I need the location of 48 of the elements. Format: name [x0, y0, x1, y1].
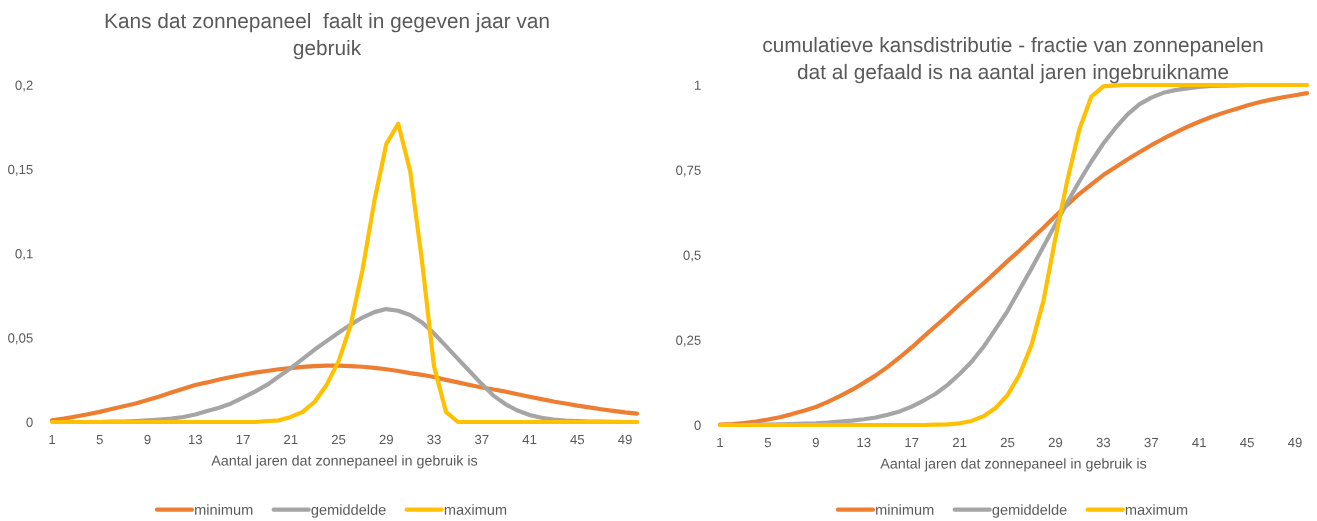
x-tick-label: 25 — [1000, 437, 1015, 448]
x-tick-label: 21 — [952, 437, 967, 448]
x-tick-label: 33 — [427, 434, 441, 445]
x-tick-label: 41 — [1192, 437, 1206, 448]
x-tick-label: 25 — [331, 434, 346, 445]
y-tick-label: 0,25 — [676, 335, 701, 347]
y-tick-label: 0,5 — [683, 250, 701, 262]
x-tick-label: 29 — [379, 434, 393, 445]
x-tick-label: 5 — [96, 434, 103, 445]
x-tick-label: 13 — [857, 437, 871, 448]
x-tick-label: 5 — [764, 437, 772, 448]
x-tick-label: 29 — [1048, 437, 1063, 448]
y-tick-label: 0,75 — [676, 165, 701, 177]
x-tick-label: 45 — [1240, 437, 1254, 448]
x-tick-label: 1 — [49, 434, 56, 445]
line-series — [49, 363, 640, 423]
legend-label: maximum — [1125, 504, 1188, 515]
x-tick-label: 49 — [1287, 437, 1302, 448]
legend-label: maximum — [444, 504, 507, 515]
x-tick-label: 21 — [284, 434, 298, 445]
x-axis-title: Aantal jaren dat zonnepaneel in gebruik is — [880, 458, 1147, 472]
x-tick-label: 33 — [1096, 437, 1111, 448]
line-series — [49, 121, 640, 425]
x-tick-label: 45 — [570, 434, 585, 445]
y-tick-label: 0,05 — [8, 333, 33, 345]
legend-label: minimum — [195, 504, 253, 515]
y-tick-label: 1 — [694, 80, 701, 90]
chart-title: cumulatieve kansdistributie - fractie van zonnepanelen dat al gefaald is na aantal jaren ingebruikname — [763, 36, 1263, 84]
x-tick-label: 17 — [236, 434, 250, 445]
x-tick-label: 9 — [144, 434, 151, 445]
x-tick-label: 37 — [474, 434, 489, 445]
x-tick-label: 37 — [1144, 437, 1158, 448]
x-axis-title: Aantal jaren dat zonnepaneel in gebruik is — [211, 455, 478, 469]
chart-title: Kans dat zonnepaneel faalt in gegeven jaar van gebruik — [105, 12, 549, 60]
x-tick-label: 1 — [717, 437, 724, 448]
x-tick-label: 9 — [812, 437, 819, 448]
x-tick-label: 13 — [188, 434, 203, 445]
y-tick-label: 0,2 — [15, 80, 33, 92]
y-tick-label: 0,15 — [8, 164, 33, 176]
y-tick-label: 0 — [694, 420, 701, 430]
x-tick-label: 49 — [618, 434, 632, 445]
x-tick-label: 17 — [905, 437, 919, 448]
legend-label: gemiddelde — [992, 504, 1067, 518]
y-tick-label: 0,1 — [15, 249, 33, 260]
y-tick-label: 0 — [26, 417, 33, 427]
x-tick-label: 41 — [522, 434, 537, 445]
legend-label: gemiddelde — [311, 504, 386, 518]
legend-label: minimum — [876, 504, 934, 515]
